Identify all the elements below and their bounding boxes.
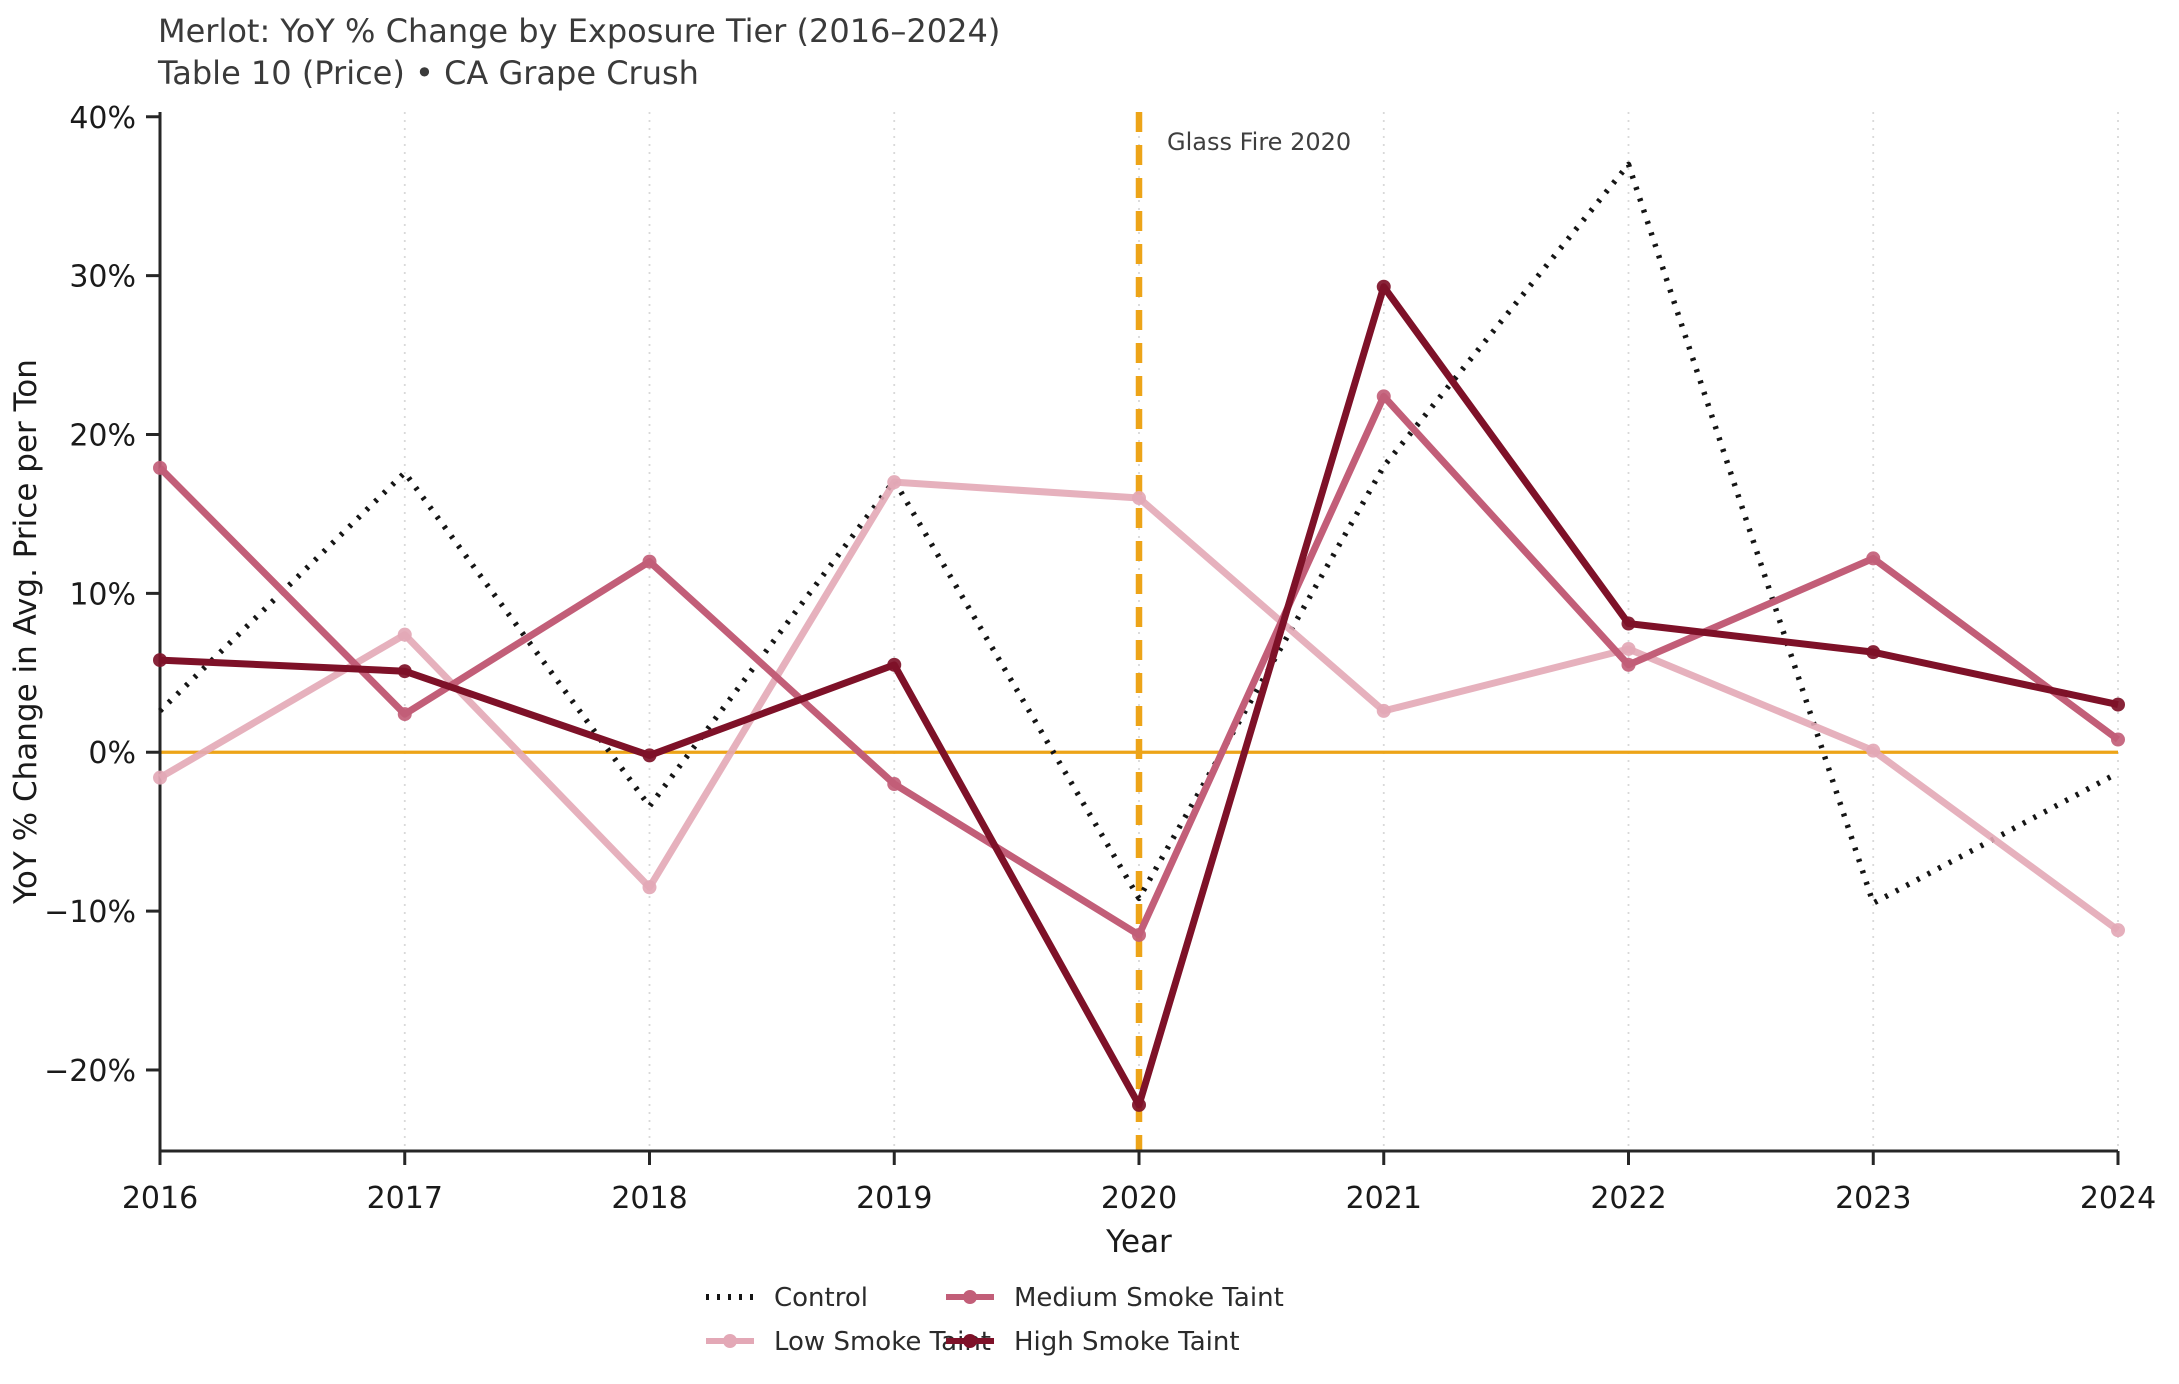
x-tick-label: 2022 xyxy=(1590,1181,1666,1216)
data-point-low-smoke-taint-2024 xyxy=(2111,923,2125,938)
data-point-medium-smoke-taint-2020 xyxy=(1132,927,1146,942)
y-tick-label: −20% xyxy=(44,1054,136,1089)
data-point-low-smoke-taint-2017 xyxy=(397,627,412,642)
y-tick-label: −10% xyxy=(44,895,136,930)
y-tick-label: 20% xyxy=(69,419,136,454)
y-tick-label: 40% xyxy=(69,101,136,136)
x-tick-label: 2017 xyxy=(367,1181,443,1216)
x-axis-label: Year xyxy=(1105,1224,1172,1260)
legend-item-high-smoke-taint: High Smoke Taint xyxy=(946,1327,1240,1357)
x-tick-label: 2016 xyxy=(122,1181,198,1216)
data-point-medium-smoke-taint-2021 xyxy=(1376,389,1391,404)
data-point-low-smoke-taint-2020 xyxy=(1132,491,1146,506)
legend-marker-high-smoke-taint xyxy=(963,1334,977,1348)
data-point-medium-smoke-taint-2018 xyxy=(642,554,657,569)
data-point-high-smoke-taint-2024 xyxy=(2111,697,2125,712)
legend-marker-low-smoke-taint xyxy=(723,1334,737,1348)
reference-line-layer xyxy=(160,112,2118,1151)
data-point-high-smoke-taint-2017 xyxy=(397,664,412,679)
x-tick-label: 2023 xyxy=(1835,1181,1911,1216)
x-tick-label: 2019 xyxy=(856,1181,932,1216)
legend-item-control: Control xyxy=(706,1283,868,1313)
data-point-medium-smoke-taint-2022 xyxy=(1621,657,1636,672)
x-tick-label: 2021 xyxy=(1346,1181,1422,1216)
gridline-layer xyxy=(159,112,2119,1151)
series-line-control xyxy=(158,161,2120,906)
data-point-low-smoke-taint-2016 xyxy=(153,770,167,785)
y-tick-label: 0% xyxy=(88,736,136,771)
legend-label-high-smoke-taint: High Smoke Taint xyxy=(1014,1327,1240,1357)
chart-subtitle: Table 10 (Price) • CA Grape Crush xyxy=(157,54,699,92)
x-tick-label: 2024 xyxy=(2080,1181,2156,1216)
data-point-low-smoke-taint-2023 xyxy=(1866,743,1881,758)
data-point-high-smoke-taint-2020 xyxy=(1132,1097,1146,1112)
data-point-low-smoke-taint-2018 xyxy=(642,880,657,895)
data-point-medium-smoke-taint-2023 xyxy=(1866,551,1881,566)
y-axis-label: YoY % Change in Avg. Price per Ton xyxy=(8,359,44,905)
event-annotation: Glass Fire 2020 xyxy=(1167,128,1351,156)
series-layer xyxy=(153,161,2125,1112)
chart-title: Merlot: YoY % Change by Exposure Tier (2… xyxy=(158,12,1000,50)
text-layer: Merlot: YoY % Change by Exposure Tier (2… xyxy=(8,12,1351,1260)
legend-item-medium-smoke-taint: Medium Smoke Taint xyxy=(946,1283,1284,1313)
axis-layer: 40% 30% 20% 10% 0% −10% −20% 2016 2017 2018 2019 20… xyxy=(44,101,2156,1216)
data-point-high-smoke-taint-2022 xyxy=(1621,616,1636,631)
data-point-medium-smoke-taint-2017 xyxy=(397,707,412,722)
legend-label-control: Control xyxy=(774,1283,868,1313)
data-point-medium-smoke-taint-2019 xyxy=(887,777,902,792)
y-tick-label: 30% xyxy=(69,260,136,295)
legend-label-medium-smoke-taint: Medium Smoke Taint xyxy=(1014,1283,1284,1313)
data-point-low-smoke-taint-2022 xyxy=(1621,641,1636,656)
legend-marker-medium-smoke-taint xyxy=(963,1290,977,1304)
data-point-medium-smoke-taint-2024 xyxy=(2111,732,2125,747)
data-point-low-smoke-taint-2019 xyxy=(887,475,902,490)
x-tick-label: 2018 xyxy=(611,1181,687,1216)
data-point-medium-smoke-taint-2016 xyxy=(153,460,167,475)
data-point-low-smoke-taint-2021 xyxy=(1376,703,1391,718)
data-point-high-smoke-taint-2019 xyxy=(887,657,902,672)
x-tick-label: 2020 xyxy=(1101,1181,1177,1216)
data-point-high-smoke-taint-2016 xyxy=(153,653,167,668)
data-point-high-smoke-taint-2021 xyxy=(1376,279,1391,294)
y-tick-label: 10% xyxy=(69,577,136,612)
data-point-high-smoke-taint-2018 xyxy=(642,748,657,763)
data-point-high-smoke-taint-2023 xyxy=(1866,645,1881,660)
